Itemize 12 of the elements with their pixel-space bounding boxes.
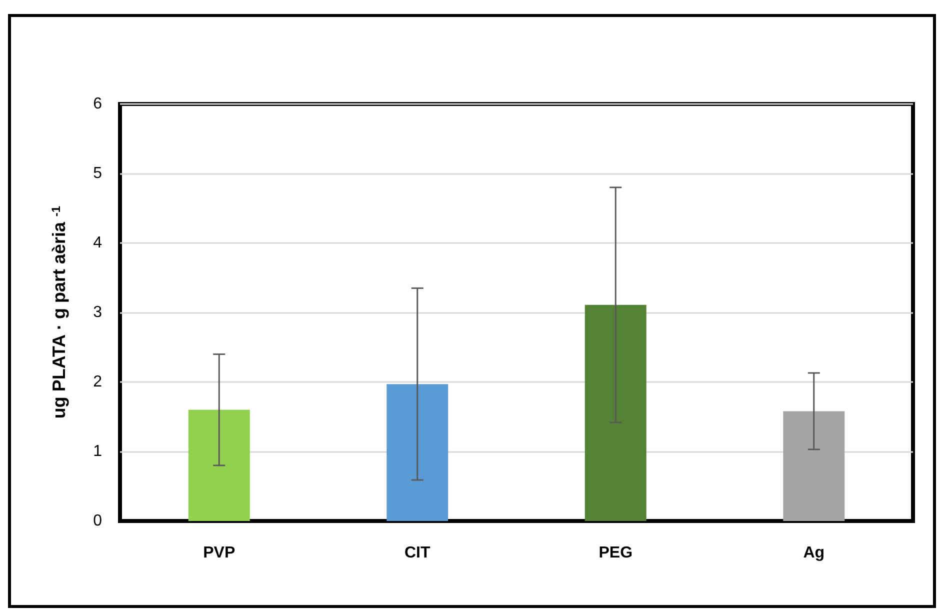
y-tick-label: 0 [93, 512, 102, 530]
y-tick-label: 2 [93, 374, 102, 390]
y-tick-label: 5 [93, 165, 102, 182]
x-tick-label: PEG [598, 544, 633, 562]
x-tick-label: Ag [803, 544, 825, 562]
x-tick-label: CIT [404, 544, 430, 562]
y-tick-label: 1 [93, 443, 102, 460]
y-tick-label: 4 [93, 234, 102, 252]
y-axis-title: ug PLATA · g part aèria -1 [49, 206, 69, 419]
y-tick-label: 6 [93, 96, 102, 112]
y-tick-label: 3 [93, 304, 102, 321]
x-tick-label: PVP [203, 544, 236, 562]
